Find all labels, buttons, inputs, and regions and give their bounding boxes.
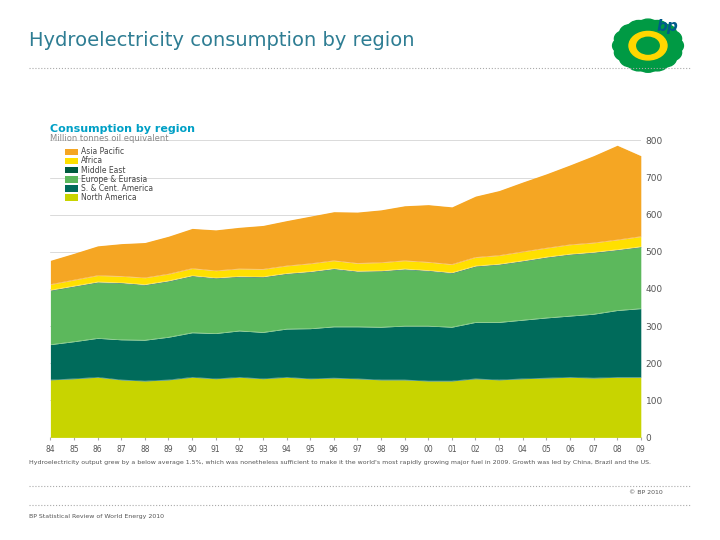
Circle shape <box>620 50 642 67</box>
Circle shape <box>646 21 668 37</box>
Text: S. & Cent. America: S. & Cent. America <box>81 184 153 193</box>
Text: North America: North America <box>81 193 136 202</box>
Text: © BP 2010: © BP 2010 <box>629 490 662 495</box>
Circle shape <box>636 56 660 72</box>
Text: BP Statistical Review of World Energy 2010: BP Statistical Review of World Energy 20… <box>29 515 164 519</box>
Text: Hydroelectricity output grew by a below average 1.5%, which was nonetheless suff: Hydroelectricity output grew by a below … <box>29 461 651 465</box>
Circle shape <box>613 37 635 54</box>
Text: Hydroelectricity consumption by region: Hydroelectricity consumption by region <box>29 31 414 50</box>
Circle shape <box>636 19 660 36</box>
Circle shape <box>654 50 676 67</box>
Circle shape <box>661 37 683 54</box>
Text: Asia Pacific: Asia Pacific <box>81 147 124 156</box>
Circle shape <box>646 54 668 71</box>
Text: Consumption by region: Consumption by region <box>50 124 195 134</box>
Text: Middle East: Middle East <box>81 166 125 174</box>
Circle shape <box>659 44 682 61</box>
Circle shape <box>628 21 650 37</box>
Circle shape <box>659 30 682 47</box>
Circle shape <box>636 37 660 54</box>
Text: bp: bp <box>656 19 678 33</box>
Circle shape <box>620 24 642 41</box>
Text: Europe & Eurasia: Europe & Eurasia <box>81 175 147 184</box>
Circle shape <box>629 31 667 60</box>
Circle shape <box>654 24 676 41</box>
Text: Million tonnes oil equivalent: Million tonnes oil equivalent <box>50 134 169 144</box>
Text: Africa: Africa <box>81 157 103 165</box>
Circle shape <box>614 44 637 61</box>
Circle shape <box>614 30 637 47</box>
Circle shape <box>628 54 650 71</box>
